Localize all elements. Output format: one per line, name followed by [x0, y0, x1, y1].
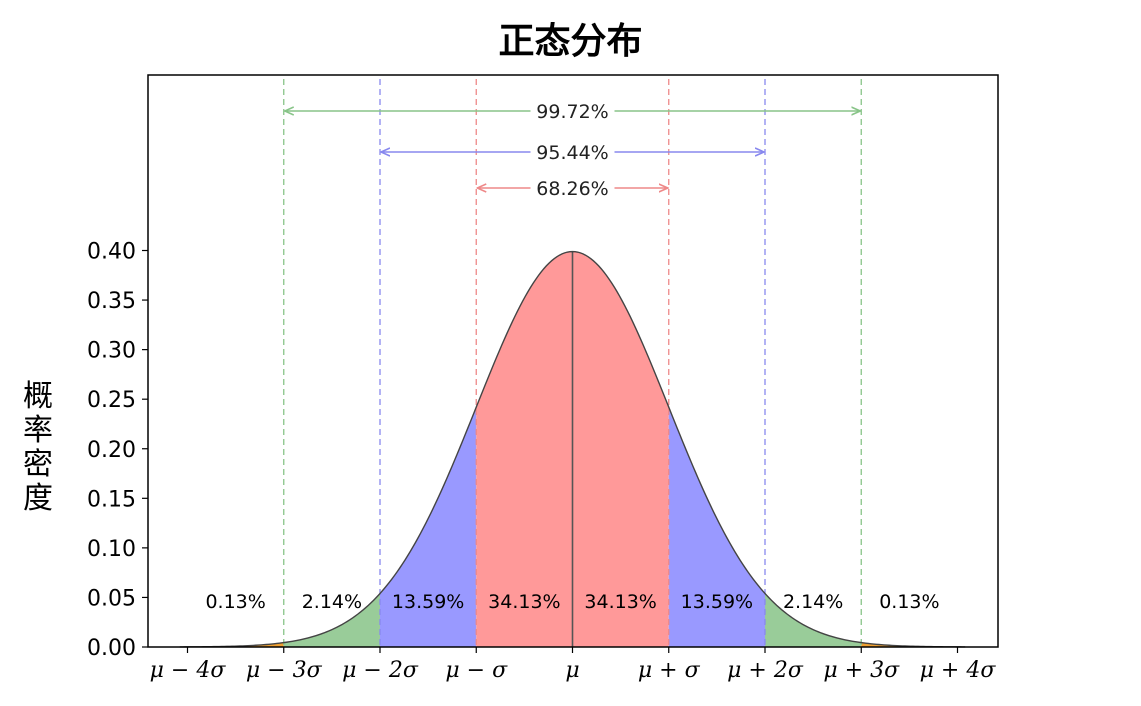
y-tick-label-5: 0.25 — [87, 388, 136, 413]
interval-label-2sigma: 95.44% — [536, 142, 608, 164]
y-tick-label-2: 0.10 — [87, 537, 136, 562]
region-label-5: 34.13% — [584, 591, 656, 613]
pdf-curve — [179, 250, 966, 648]
y-tick-label-1: 0.05 — [87, 586, 136, 611]
y-tick-label-0: 0.00 — [87, 636, 136, 661]
area-region-7 — [765, 593, 862, 647]
region-label-2: 2.14% — [302, 591, 362, 613]
area-region-8 — [861, 642, 958, 647]
x-tick-label-3: μ − σ — [445, 658, 508, 683]
interval-label-3sigma: 99.72% — [536, 101, 608, 123]
area-region-4 — [476, 251, 573, 648]
area-region-5 — [572, 251, 669, 648]
area-region-1 — [187, 642, 284, 647]
y-tick-label-8: 0.40 — [87, 240, 136, 265]
y-tick-label-6: 0.30 — [87, 339, 136, 364]
x-tick-label-6: μ + 2σ — [727, 658, 804, 683]
y-tick-label-4: 0.20 — [87, 438, 136, 463]
x-tick-label-5: μ + σ — [638, 658, 701, 683]
interval-label-1sigma: 68.26% — [536, 178, 608, 200]
region-label-1: 0.13% — [205, 591, 265, 613]
region-label-4: 34.13% — [488, 591, 560, 613]
y-axis-label: 概率密度 — [23, 379, 53, 516]
x-tick-label-0: μ − 4σ — [150, 658, 227, 683]
region-label-6: 13.59% — [681, 591, 753, 613]
chart-title: 正态分布 — [498, 21, 643, 62]
region-label-8: 0.13% — [879, 591, 939, 613]
area-region-2 — [283, 593, 380, 647]
x-tick-label-4: μ — [565, 658, 579, 683]
x-tick-label-1: μ − 3σ — [246, 658, 323, 683]
x-tick-label-7: μ + 3σ — [823, 658, 900, 683]
region-label-3: 13.59% — [392, 591, 464, 613]
y-tick-label-3: 0.15 — [87, 487, 136, 512]
y-tick-label-7: 0.35 — [87, 289, 136, 314]
region-label-7: 2.14% — [783, 591, 843, 613]
x-tick-label-8: μ + 4σ — [920, 658, 997, 683]
x-tick-label-2: μ − 2σ — [342, 658, 419, 683]
